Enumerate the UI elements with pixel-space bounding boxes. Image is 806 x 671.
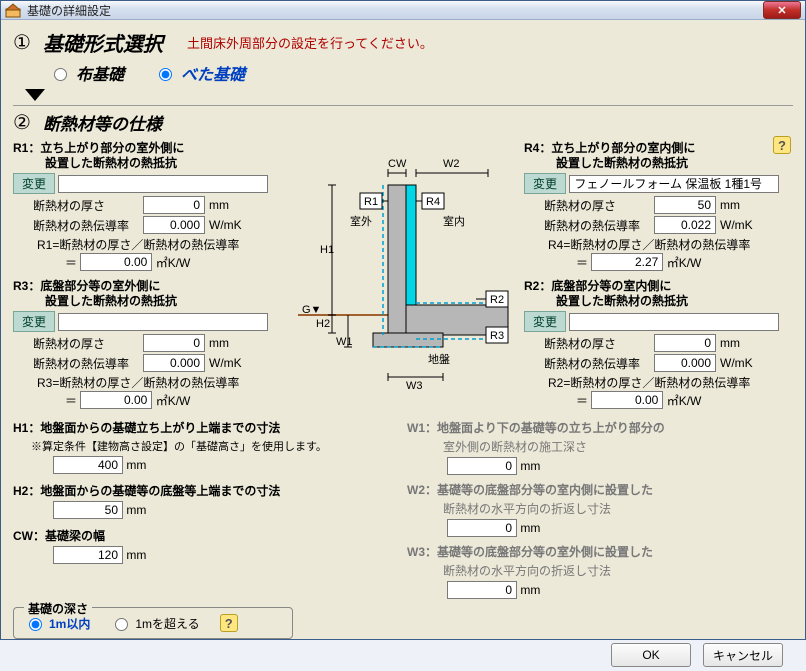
window-title: 基礎の詳細設定 <box>27 2 763 19</box>
svg-text:CW: CW <box>388 158 407 170</box>
depth-help-button[interactable]: ? <box>220 614 238 632</box>
step1-number: ① <box>13 30 31 55</box>
svg-text:R3: R3 <box>490 330 504 342</box>
radio-nuno[interactable]: 布基礎 <box>49 61 124 85</box>
r4-result[interactable] <box>591 253 663 271</box>
dialog-window: 基礎の詳細設定 ✕ ① 基礎形式選択 土間床外周部分の設定を行ってください。 布… <box>0 0 806 640</box>
foundation-type-group: 布基礎 べた基礎 <box>49 61 793 85</box>
app-icon <box>5 2 21 18</box>
r4-material-input[interactable] <box>569 175 779 193</box>
r1-k-input[interactable] <box>143 216 205 234</box>
r1-change-row: 変更 <box>13 173 282 194</box>
radio-beta-input[interactable] <box>159 68 172 81</box>
w1-input[interactable] <box>447 457 517 475</box>
svg-text:R1: R1 <box>364 196 378 208</box>
r4-formula: R4=断熱材の厚さ／断熱材の熱伝導率 ＝ ㎡K/W <box>548 236 793 271</box>
w3-head: W3：基礎等の底盤部分等の室外側に設置した <box>407 543 793 560</box>
svg-text:室外: 室外 <box>350 214 372 228</box>
svg-text:W1: W1 <box>336 336 353 348</box>
r4-change-row: 変更 <box>524 173 793 194</box>
h1-input[interactable] <box>53 456 123 474</box>
r3-change-row: 変更 <box>13 311 282 332</box>
r1-k-lbl: 断熱材の熱伝導率 <box>33 217 143 234</box>
r4-change-button[interactable]: 変更 <box>524 173 566 194</box>
svg-text:地盤: 地盤 <box>428 353 450 366</box>
svg-text:R4: R4 <box>426 196 440 208</box>
r3-material-input[interactable] <box>58 313 268 331</box>
close-button[interactable]: ✕ <box>763 1 801 19</box>
svg-text:R2: R2 <box>490 294 504 306</box>
svg-text:室内: 室内 <box>443 214 465 228</box>
cw-head: CW：基礎梁の幅 <box>13 527 105 544</box>
footer: OK キャンセル <box>13 643 793 667</box>
r3-change-button[interactable]: 変更 <box>13 311 55 332</box>
r1-result[interactable] <box>80 253 152 271</box>
radio-beta-label: べた基礎 <box>181 61 245 85</box>
r1-formula: R1=断熱材の厚さ／断熱材の熱伝導率 ＝ ㎡K/W <box>37 236 282 271</box>
diagram: G▼ CW <box>288 141 518 409</box>
svg-text:H1: H1 <box>320 244 334 256</box>
r3-head: R3：底盤部分等の室外側に 設置した断熱材の熱抵抗 <box>13 279 282 309</box>
w1-head: W1：地盤面より下の基礎等の立ち上がり部分の <box>407 419 793 436</box>
step2-number: ② <box>13 110 31 135</box>
radio-nuno-label: 布基礎 <box>76 61 124 85</box>
step1-heading: 基礎形式選択 <box>43 28 163 57</box>
h2-input[interactable] <box>53 501 123 519</box>
r4-k-input[interactable] <box>654 216 716 234</box>
close-icon: ✕ <box>777 4 786 17</box>
r3-thick-input[interactable] <box>143 334 205 352</box>
step1-warning: 土間床外周部分の設定を行ってください。 <box>187 33 433 52</box>
r2-result[interactable] <box>591 391 663 409</box>
depth-group: 基礎の深さ 1m以内 1mを超える ? <box>13 607 293 639</box>
cancel-button[interactable]: キャンセル <box>703 643 783 667</box>
ok-button[interactable]: OK <box>611 643 691 667</box>
w2-input[interactable] <box>447 519 517 537</box>
depth-legend: 基礎の深さ <box>24 600 92 617</box>
h1-head: H1：地盤面からの基礎立ち上がり上端までの寸法 <box>13 419 280 436</box>
r1-head: R1：立ち上がり部分の室外側に 設置した断熱材の熱抵抗 <box>13 141 282 171</box>
w3-input[interactable] <box>447 581 517 599</box>
r2-change-row: 変更 <box>524 311 793 332</box>
depth-opt-a[interactable]: 1m以内 <box>24 615 90 632</box>
svg-text:W2: W2 <box>443 158 460 170</box>
r4-head: R4：立ち上がり部分の室内側に 設置した断熱材の熱抵抗 <box>524 141 793 171</box>
r3-result[interactable] <box>80 391 152 409</box>
svg-text:W3: W3 <box>406 380 423 392</box>
r3-k-input[interactable] <box>143 354 205 372</box>
h2-head: H2：地盤面からの基礎等の底盤等上端までの寸法 <box>13 482 280 499</box>
r1-material-input[interactable] <box>58 175 268 193</box>
r2-formula: R2=断熱材の厚さ／断熱材の熱伝導率 ＝ ㎡K/W <box>548 374 793 409</box>
r2-k-input[interactable] <box>654 354 716 372</box>
radio-beta[interactable]: べた基礎 <box>154 61 245 85</box>
r2-change-button[interactable]: 変更 <box>524 311 566 332</box>
r3-formula: R3=断熱材の厚さ／断熱材の熱伝導率 ＝ ㎡K/W <box>37 374 282 409</box>
step2-heading: 断熱材等の仕様 <box>43 110 162 135</box>
radio-nuno-input[interactable] <box>54 68 67 81</box>
svg-text:H2: H2 <box>316 318 330 330</box>
w2-head: W2：基礎等の底盤部分等の室内側に設置した <box>407 481 793 498</box>
titlebar: 基礎の詳細設定 ✕ <box>1 1 805 20</box>
r2-head: R2：底盤部分等の室内側に 設置した断熱材の熱抵抗 <box>524 279 793 309</box>
step1-header: ① 基礎形式選択 土間床外周部分の設定を行ってください。 <box>13 28 793 57</box>
cw-input[interactable] <box>53 546 123 564</box>
r1-thick-input[interactable] <box>143 196 205 214</box>
r2-material-input[interactable] <box>569 313 779 331</box>
r1-thick-lbl: 断熱材の厚さ <box>33 197 143 214</box>
depth-opt-b[interactable]: 1mを超える <box>110 615 199 632</box>
r2-thick-input[interactable] <box>654 334 716 352</box>
h1-note: ※算定条件【建物高さ設定】の「基礎高さ」を使用します。 <box>31 438 399 454</box>
expand-indicator-icon <box>25 89 45 101</box>
step2-header: ② 断熱材等の仕様 <box>13 110 793 135</box>
r4-thick-input[interactable] <box>654 196 716 214</box>
svg-text:G▼: G▼ <box>302 304 321 316</box>
help-button-top[interactable]: ? <box>773 136 791 154</box>
r1-change-button[interactable]: 変更 <box>13 173 55 194</box>
